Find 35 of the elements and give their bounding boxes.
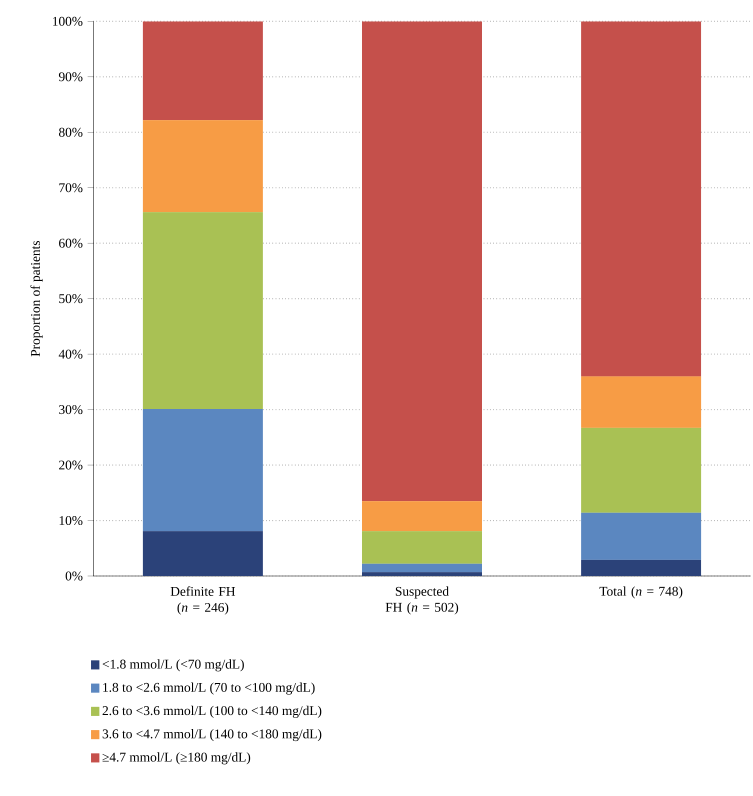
bar — [362, 21, 482, 502]
bar — [362, 531, 482, 564]
bar — [142, 409, 263, 532]
bar — [580, 21, 701, 376]
bar — [142, 120, 263, 212]
legend-label: <1.8 mmol/L (<70 mg/dL) — [102, 659, 244, 672]
legend-label: 3.6 to <4.7 mmol/L (140 to <180 mg/dL) — [102, 728, 322, 742]
legend-label: ≥4.7 mmol/L (≥180 mg/dL) — [102, 752, 250, 764]
y-tick-label: 100% — [52, 16, 82, 26]
bar — [362, 564, 482, 572]
y-tick-label: 40% — [58, 350, 82, 359]
x-tick-label: Suspected FH (n = 502) — [385, 586, 458, 614]
bar — [580, 512, 701, 560]
bar — [362, 501, 482, 532]
y-tick-label: 0% — [66, 571, 82, 581]
y-tick-label: 90% — [58, 72, 82, 82]
bar — [142, 212, 263, 410]
bar — [580, 376, 701, 428]
x-tick-label: Total (n = 748) — [599, 586, 682, 598]
y-tick-label: 80% — [58, 128, 82, 137]
y-tick-label: 20% — [58, 460, 82, 470]
y-tick-label: 10% — [60, 516, 82, 526]
bar — [362, 572, 482, 576]
legend-label: 2.6 to <3.6 mmol/L (100 to <140 mg/dL) — [102, 706, 322, 718]
y-tick-label: 30% — [58, 405, 82, 414]
legend-label: 1.8 to <2.6 mmol/L (70 to <100 mg/dL) — [103, 682, 314, 695]
bar — [580, 428, 701, 513]
bar — [142, 531, 263, 576]
y-tick-label: 60% — [58, 238, 82, 248]
y-axis-title: Proportion of patients — [30, 241, 43, 356]
y-tick-label: 70% — [59, 183, 82, 192]
bar — [142, 21, 263, 120]
x-tick-label: Definite FH (n = 246) — [170, 586, 235, 615]
y-tick-label: 50% — [59, 294, 82, 304]
bar — [580, 560, 701, 576]
